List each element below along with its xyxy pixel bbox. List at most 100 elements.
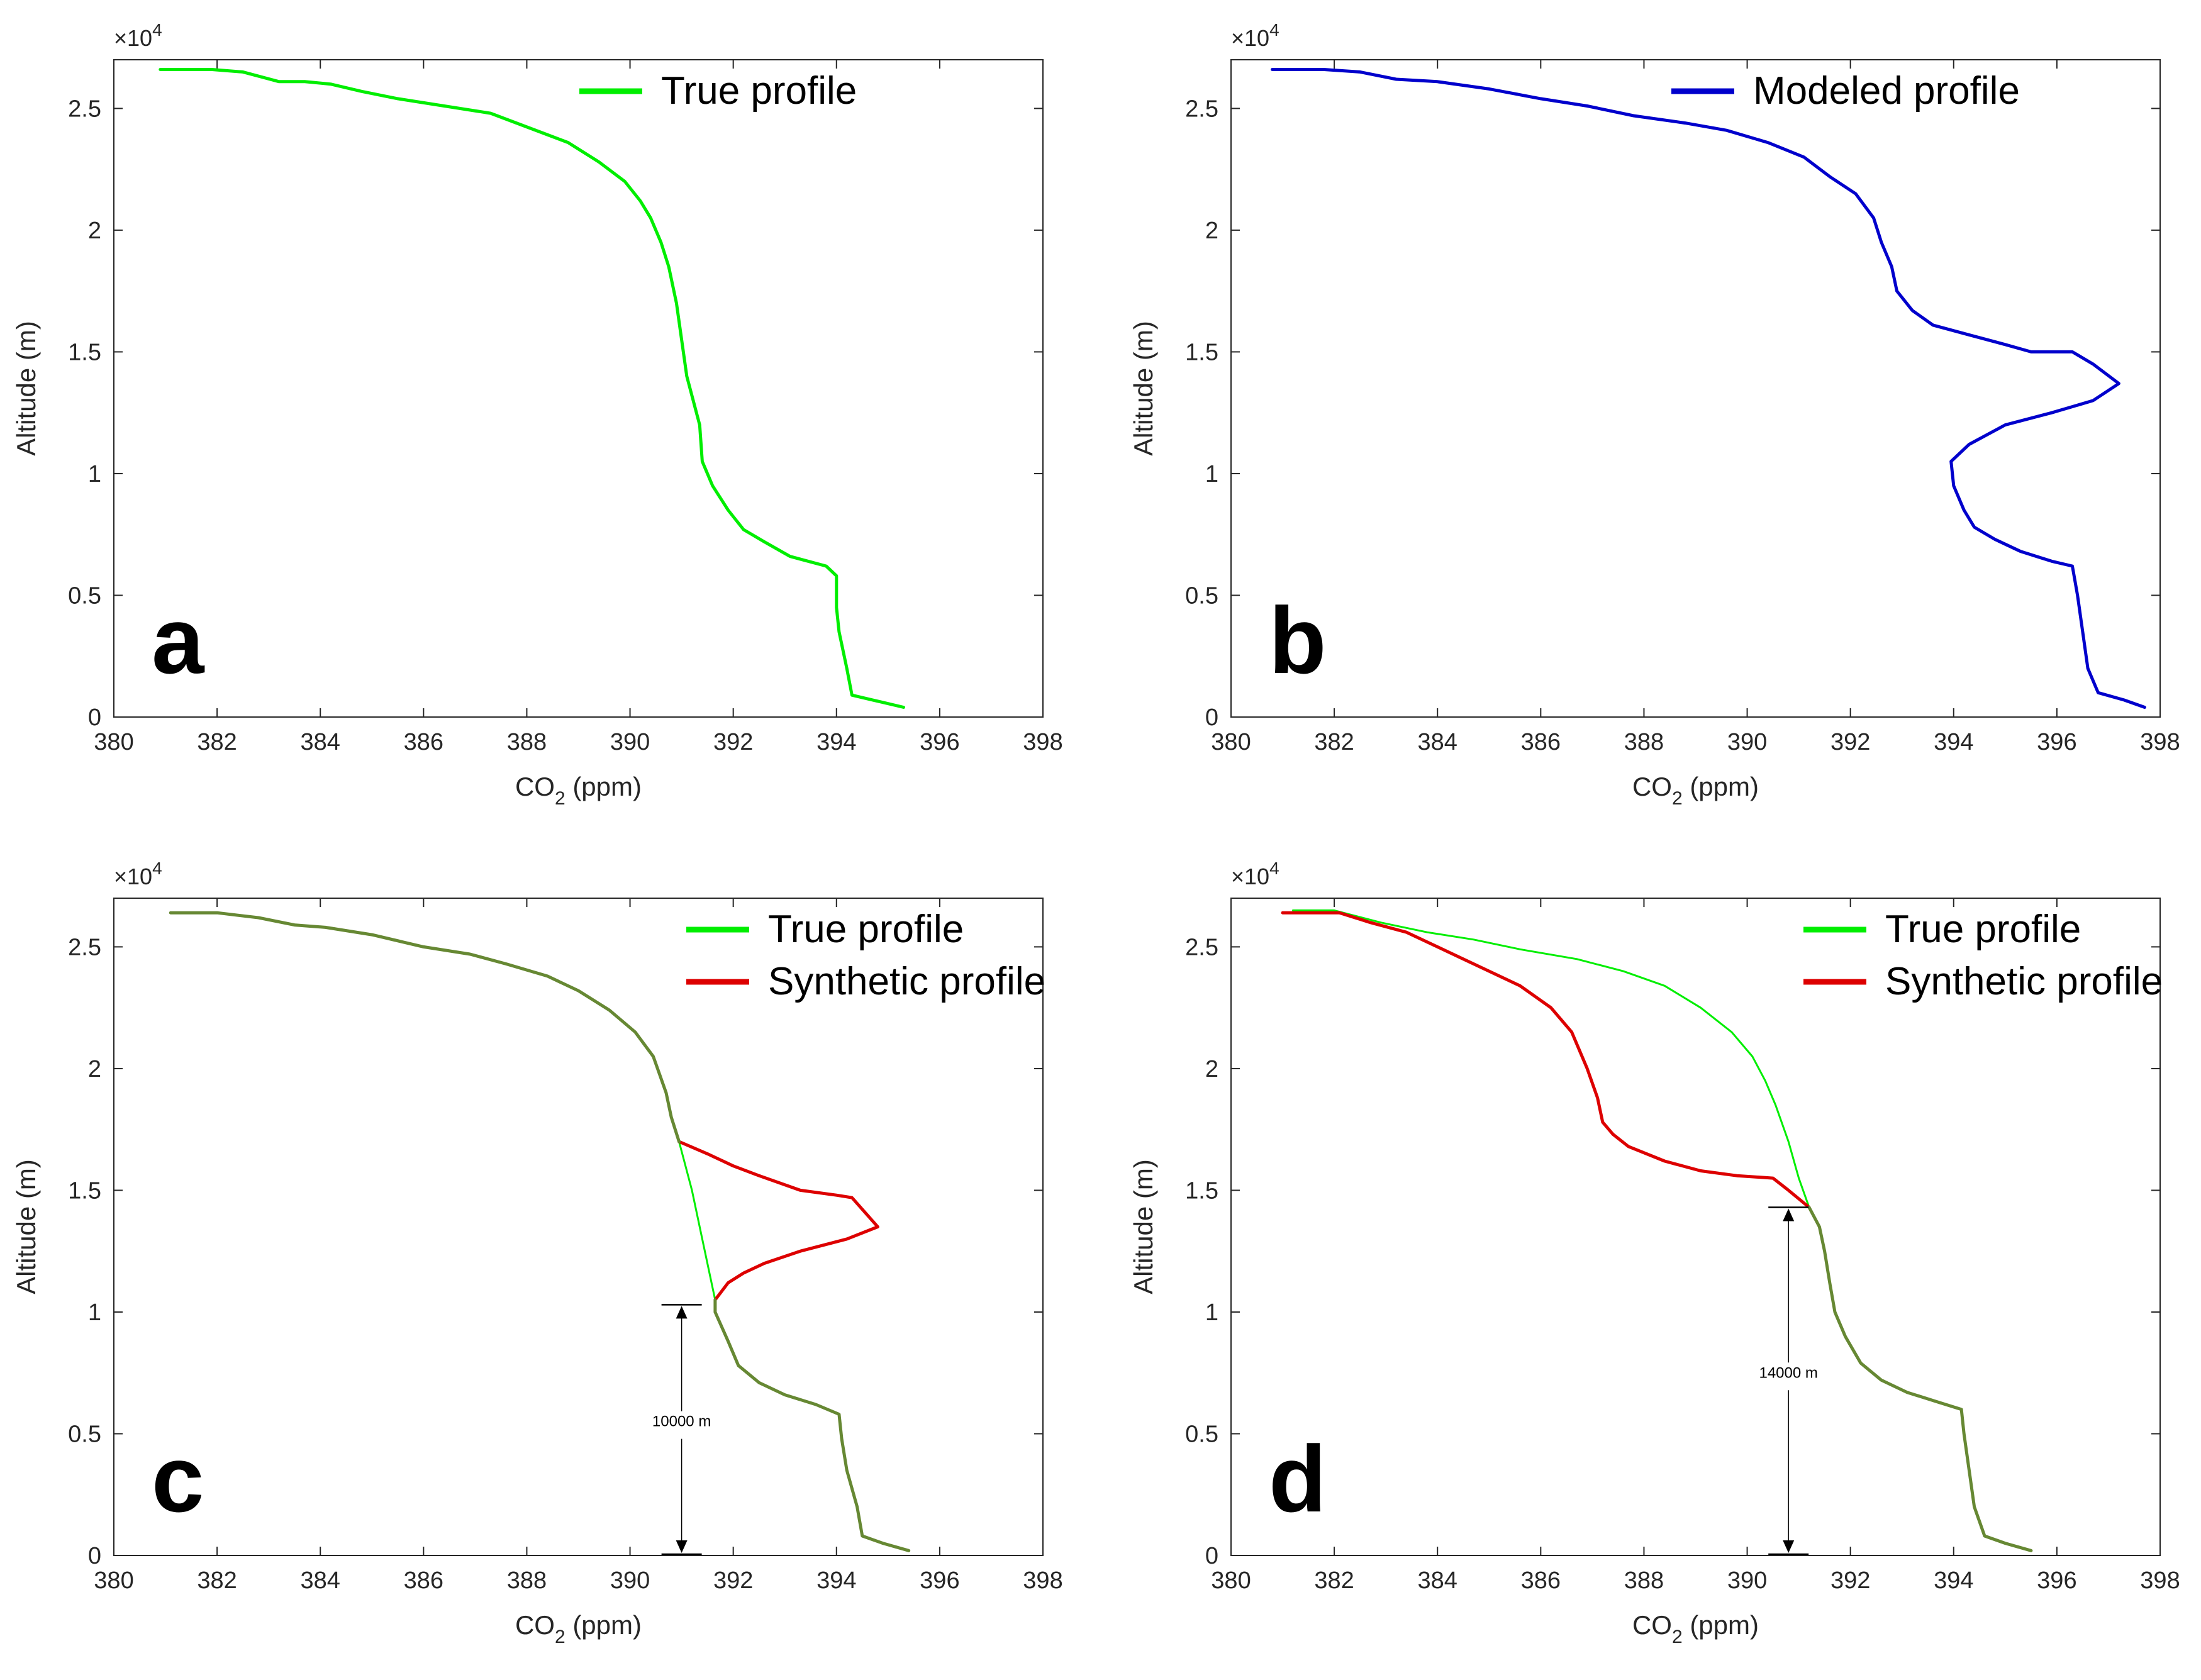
panel-letter: b [1269,587,1327,693]
y-tick-label: 0 [1205,704,1218,731]
legend: True profile Synthetic profile [686,908,1045,1003]
x-tick-label: 384 [301,729,340,755]
annotation-arrow-up [676,1306,688,1319]
x-axis-title-subscript: 2 [1672,1627,1683,1647]
y-exponent-power: 4 [1269,859,1279,878]
series-line-synthetic-profile [677,1140,879,1302]
x-axis-title-subscript: 2 [555,1627,566,1647]
x-axis-title-main: CO [515,772,555,801]
panel-b: 380 382 384 386 388 390 392 394 396 398 0 0.5 1 1.5 2 2… [1128,20,2180,809]
y-tick-label: 0.5 [1185,582,1218,609]
y-tick-label: 0 [88,704,101,731]
y-exponent-power: 4 [152,20,162,40]
annotation-label: 14000 m [1759,1364,1817,1381]
y-tick-label: 1.5 [1185,339,1218,365]
annotation-arrow-down [1783,1540,1795,1553]
x-axis-title-unit: (ppm) [1683,772,1759,801]
y-tick-label: 2.5 [1185,96,1218,122]
x-tick-label: 384 [1418,1567,1457,1594]
plot-frame [113,59,1044,718]
x-axis-title: CO2 (ppm) [1632,1610,1759,1647]
x-tick-label: 392 [713,729,753,755]
y-tick-label: 2.5 [68,96,101,122]
y-tick-label: 0.5 [1185,1421,1218,1447]
x-tick-label: 380 [94,729,133,755]
x-tick-label: 390 [1727,1567,1767,1594]
y-tick-label: 1 [1205,461,1218,487]
x-axis-title: CO2 (ppm) [515,1610,642,1647]
panel-letter: c [152,1426,204,1532]
y-exponent: ×104 [114,20,162,51]
y-axis-title: Altitude (m) [11,321,41,456]
y-tick-label: 2 [88,218,101,244]
height-annotation: 10000 m [652,1304,711,1555]
y-exponent-base: ×10 [1231,25,1269,51]
x-tick-label: 390 [610,729,650,755]
legend: True profile Synthetic profile [1803,908,2163,1003]
y-exponent: ×104 [1231,859,1279,889]
height-annotation: 14000 m [1759,1206,1818,1555]
series-line-overlap [713,1298,911,1552]
panel-c: 380 382 384 386 388 390 392 394 396 398 0 0.5 1 1.5 2 2… [11,859,1063,1647]
x-axis-title: CO2 (ppm) [515,772,642,809]
x-tick-label: 398 [1023,729,1062,755]
x-axis-title-subscript: 2 [1672,788,1683,809]
x-tick-label: 396 [920,1567,959,1594]
x-axis-title-unit: (ppm) [566,772,642,801]
legend-label: Synthetic profile [768,960,1045,1003]
y-exponent-base: ×10 [114,864,152,889]
x-tick-label: 388 [1624,1567,1664,1594]
series-line-overlap-upper [169,911,681,1143]
x-tick-label: 382 [197,729,237,755]
x-tick-label: 386 [1521,1567,1561,1594]
x-axis-title-main: CO [1632,772,1672,801]
x-tick-label: 390 [610,1567,650,1594]
y-tick-label: 1 [1205,1299,1218,1326]
annotation-label: 10000 m [652,1413,711,1430]
legend: True profile [579,69,857,113]
x-tick-label: 398 [2140,1567,2180,1594]
series-line-synthetic-profile [1281,911,1811,1209]
y-tick-label: 2 [88,1056,101,1082]
y-tick-label: 1 [88,1299,101,1326]
x-axis-title-main: CO [1632,1610,1672,1640]
y-tick-label: 2.5 [68,934,101,960]
legend: Modeled profile [1671,69,2020,113]
y-tick-label: 2 [1205,218,1218,244]
x-tick-label: 392 [1830,729,1870,755]
x-tick-label: 388 [507,729,547,755]
panel-a: 380 382 384 386 388 390 392 394 396 398 0 0.5 1 1.5 2 2… [11,20,1063,809]
y-tick-label: 0.5 [68,582,101,609]
x-tick-label: 398 [1023,1567,1062,1594]
y-tick-label: 1.5 [68,339,101,365]
x-tick-label: 380 [94,1567,133,1594]
legend-label: Synthetic profile [1885,960,2163,1003]
series-line-true-profile [159,68,905,709]
legend-label: Modeled profile [1753,69,2020,113]
plot-frame [113,898,1044,1556]
x-tick-label: 384 [1418,729,1457,755]
plot-frame [1230,59,2161,718]
y-axis-title: Altitude (m) [11,1159,41,1294]
y-tick-label: 0.5 [68,1421,101,1447]
y-tick-label: 0 [88,1543,101,1569]
series-line-true-profile [1292,909,1810,1208]
y-exponent-power: 4 [152,859,162,878]
x-tick-label: 386 [404,1567,443,1594]
y-tick-label: 1.5 [1185,1177,1218,1204]
x-tick-label: 394 [816,729,856,755]
legend-label: True profile [661,69,857,113]
x-axis-title-unit: (ppm) [566,1610,642,1640]
y-axis-title: Altitude (m) [1128,1159,1158,1294]
panel-letter: a [152,587,205,693]
x-tick-label: 396 [2037,729,2076,755]
x-tick-label: 386 [404,729,443,755]
y-tick-label: 0 [1205,1543,1218,1569]
y-axis-title: Altitude (m) [1128,321,1158,456]
legend-label: True profile [768,908,964,951]
y-tick-label: 2.5 [1185,934,1218,960]
x-tick-label: 382 [197,1567,237,1594]
x-tick-label: 392 [1830,1567,1870,1594]
series-line-true-profile [678,1140,716,1301]
